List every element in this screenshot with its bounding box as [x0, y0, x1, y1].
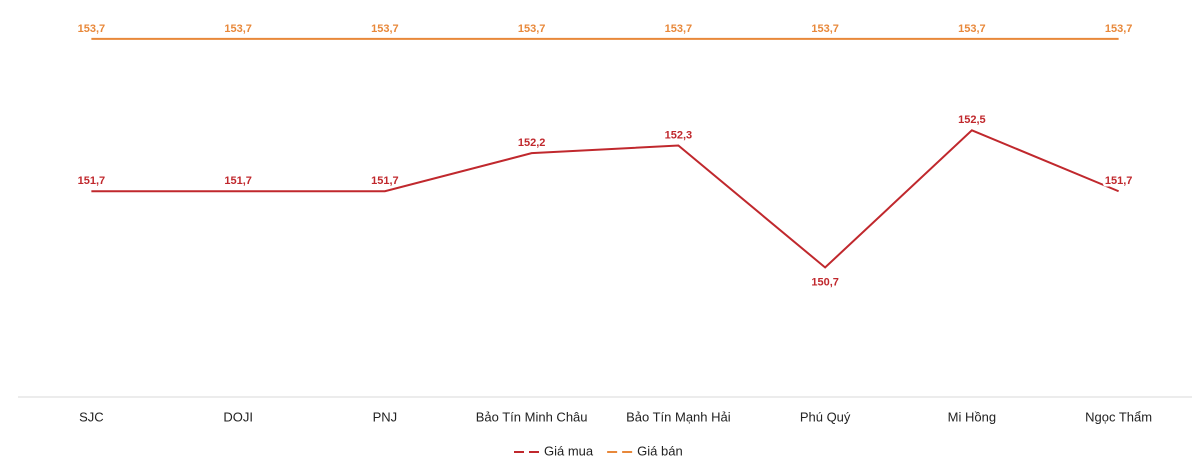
data-label: 152,2 — [518, 137, 546, 149]
data-label: 153,7 — [1105, 23, 1133, 35]
data-label: 153,7 — [811, 23, 839, 35]
x-tick-label: DOJI — [223, 409, 253, 424]
legend-label: Giá bán — [637, 443, 683, 458]
data-label: 153,7 — [518, 23, 546, 35]
data-label: 153,7 — [78, 23, 106, 35]
x-tick-label: SJC — [79, 409, 104, 424]
x-tick-label: PNJ — [373, 409, 398, 424]
data-label: 151,7 — [1105, 175, 1133, 187]
data-label: 153,7 — [958, 23, 986, 35]
legend-label: Giá mua — [544, 443, 594, 458]
x-tick-label: Mi Hồng — [948, 409, 996, 424]
data-label: 151,7 — [371, 175, 399, 187]
data-label: 153,7 — [224, 23, 252, 35]
x-tick-label: Ngọc Thẩm — [1085, 409, 1152, 424]
data-label: 152,5 — [958, 114, 986, 126]
data-label: 153,7 — [371, 23, 399, 35]
series-line — [91, 129, 1120, 269]
data-label: 150,7 — [811, 276, 839, 288]
x-tick-label: Bảo Tín Minh Châu — [476, 409, 588, 424]
data-label: 152,3 — [665, 129, 693, 141]
data-label: 151,7 — [224, 175, 252, 187]
x-tick-label: Phú Quý — [800, 409, 851, 424]
data-label: 151,7 — [78, 175, 106, 187]
x-tick-label: Bảo Tín Mạnh Hải — [626, 409, 731, 424]
data-label: 153,7 — [665, 23, 693, 35]
